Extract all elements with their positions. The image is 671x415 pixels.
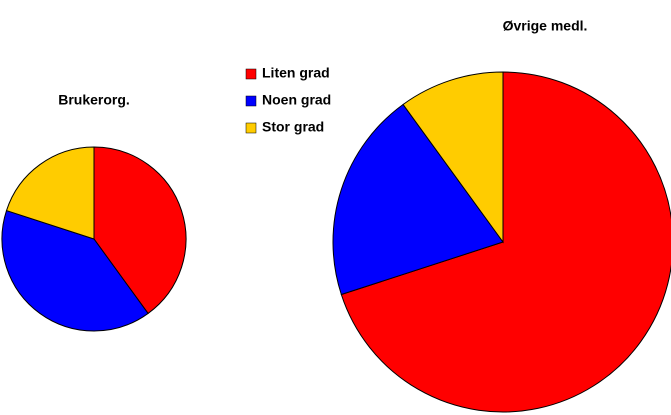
chart-title: Brukerorg. — [58, 92, 130, 108]
legend-swatch — [245, 68, 257, 80]
pie-slice — [332, 103, 504, 296]
legend-label: Noen grad — [262, 92, 331, 108]
pie-slice — [340, 71, 671, 413]
legend-swatch — [245, 95, 257, 107]
chart-title: Øvrige medl. — [503, 18, 588, 34]
pie-slice — [5, 146, 95, 240]
legend-swatch — [245, 122, 257, 134]
pie-slice — [1, 209, 149, 332]
pie-slice — [402, 71, 504, 244]
legend-label: Stor grad — [262, 119, 324, 135]
legend-label: Liten grad — [262, 65, 330, 81]
pie-slice — [93, 146, 187, 315]
